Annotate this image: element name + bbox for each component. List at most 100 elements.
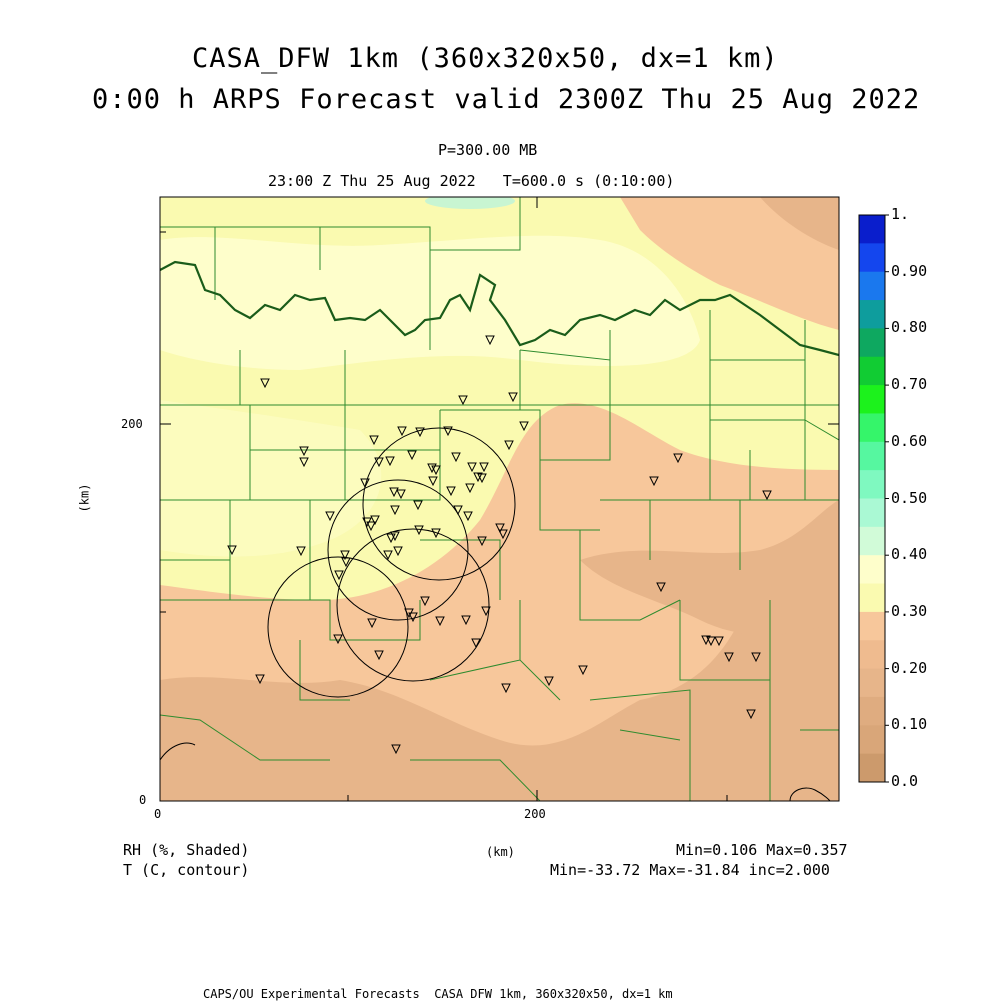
- colorbar-swatch: [859, 441, 885, 471]
- colorbar-swatch: [859, 413, 885, 443]
- station-marker: [299, 457, 309, 468]
- plot-frame: [159, 196, 840, 802]
- station-marker: [260, 378, 270, 389]
- station-marker: [370, 515, 380, 526]
- station-marker: [431, 465, 441, 476]
- station-marker: [479, 462, 489, 473]
- lake-outline-2: [789, 787, 831, 801]
- station-marker: [435, 616, 445, 627]
- station-marker: [408, 612, 418, 623]
- station-marker: [369, 435, 379, 446]
- station-marker: [427, 463, 437, 474]
- station-marker: [374, 650, 384, 661]
- station-marker: [504, 440, 514, 451]
- station-marker: [367, 618, 377, 629]
- y-tick-200: 200: [121, 417, 143, 431]
- colorbar-label: 0.50: [891, 488, 928, 507]
- station-marker: [656, 582, 666, 593]
- title-line-2: 0:00 h ARPS Forecast valid 2300Z Thu 25 …: [92, 84, 921, 115]
- colorbar-label: 0.90: [891, 261, 928, 280]
- radar-range-circles: [267, 427, 516, 698]
- axis-ticks: [159, 197, 839, 801]
- station-marker: [431, 528, 441, 539]
- colorbar-swatch: [859, 696, 885, 726]
- colorbar-label: 0.60: [891, 431, 928, 450]
- colorbar-swatch: [859, 470, 885, 499]
- station-marker: [477, 536, 487, 547]
- colorbar-label: 0.0: [891, 772, 919, 790]
- station-marker: [463, 511, 473, 522]
- station-marker: [389, 487, 399, 498]
- rh-minmax: Min=0.106 Max=0.357: [676, 841, 848, 859]
- station-marker: [341, 557, 351, 568]
- colorbar-swatch: [859, 498, 885, 528]
- station-marker: [446, 486, 456, 497]
- title-line-1: CASA_DFW 1km (360x320x50, dx=1 km): [192, 43, 779, 74]
- radar-circle-1: [362, 427, 516, 581]
- x-axis-label: (km): [486, 845, 515, 859]
- station-marker: [485, 335, 495, 346]
- y-axis-label: (km): [77, 483, 92, 513]
- station-marker: [477, 473, 487, 484]
- station-marker: [481, 606, 491, 617]
- station-marker: [544, 676, 554, 687]
- colorbar-swatch: [859, 385, 885, 414]
- rh-band-10-20: [160, 540, 839, 801]
- station-marker: [415, 427, 425, 438]
- station-marker: [227, 545, 237, 556]
- station-marker: [340, 550, 350, 561]
- colorbar-swatch: [859, 555, 885, 585]
- t-legend-label: T (C, contour): [123, 861, 250, 879]
- station-marker: [471, 638, 481, 649]
- station-marker: [724, 652, 734, 663]
- colorbar-label: 0.30: [891, 601, 928, 620]
- colorbar-swatch: [859, 356, 885, 386]
- colorbar-swatch: [859, 611, 885, 641]
- station-marker: [649, 476, 659, 487]
- x-tick-0: 0: [154, 807, 162, 821]
- station-marker: [397, 426, 407, 437]
- colorbar-label: 0.80: [891, 318, 928, 337]
- station-marker: [333, 634, 343, 645]
- station-marker: [334, 570, 344, 581]
- rh-legend-label: RH (%, Shaded): [123, 841, 250, 859]
- colorbar-label: 0.40: [891, 545, 928, 564]
- station-marker: [443, 426, 453, 437]
- colorbar-swatch: [859, 526, 885, 556]
- station-marker: [751, 652, 761, 663]
- rh-shading: [160, 197, 839, 801]
- station-marker: [451, 452, 461, 463]
- colorbar-swatch: [859, 271, 885, 301]
- station-marker: [420, 596, 430, 607]
- rh-band-20-30-ne: [620, 197, 839, 330]
- station-marker: [360, 478, 370, 489]
- pressure-level: P=300.00 MB: [438, 141, 538, 159]
- rh-band-035-40: [425, 197, 515, 209]
- station-marker: [467, 462, 477, 473]
- colorbar-label: 1.: [891, 205, 910, 223]
- lake-outline: [160, 742, 196, 761]
- colorbar-swatch: [859, 753, 885, 783]
- station-marker: [453, 505, 463, 516]
- radar-circle-2: [327, 479, 469, 621]
- colorbar-label: 0.10: [891, 715, 928, 734]
- station-marker: [383, 550, 393, 561]
- station-marker: [428, 476, 438, 487]
- station-marker: [458, 395, 468, 406]
- colorbar-swatch: [859, 725, 885, 755]
- station-marker: [385, 456, 395, 467]
- station-marker: [390, 505, 400, 516]
- county-borders: [160, 197, 839, 801]
- colorbar: [858, 214, 889, 783]
- station-marker: [414, 525, 424, 536]
- colorbar-label: 0.70: [891, 375, 928, 394]
- station-marker: [501, 683, 511, 694]
- station-marker: [673, 453, 683, 464]
- radar-circle-3: [336, 528, 490, 682]
- rh-band-10-20-e: [580, 500, 839, 635]
- red-river-border: [160, 260, 839, 357]
- colorbar-swatch: [859, 243, 885, 273]
- station-marker: [396, 489, 406, 500]
- station-marker: [299, 446, 309, 457]
